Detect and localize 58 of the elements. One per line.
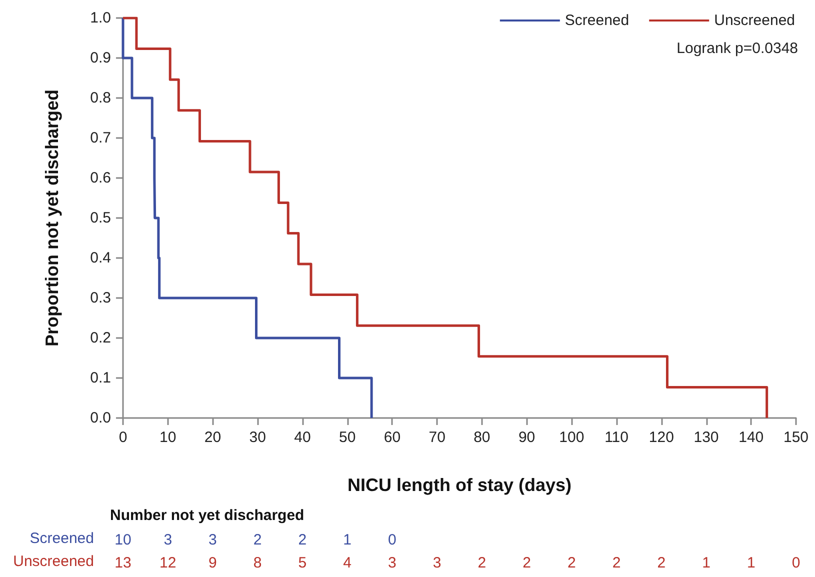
text: 2 xyxy=(567,554,576,572)
text: 3 xyxy=(208,532,217,548)
x-tick-label: 60 xyxy=(384,429,401,446)
text: 2 xyxy=(522,554,531,572)
y-tick-label: 0.5 xyxy=(90,210,111,226)
x-axis-title: NICU length of stay (days) xyxy=(347,475,572,495)
text: 0 xyxy=(792,554,800,572)
y-tick-label: 0.0 xyxy=(90,410,111,426)
x-tick-label: 50 xyxy=(338,429,356,446)
y-tick-label: 0.1 xyxy=(90,370,111,386)
text: 3 xyxy=(388,554,396,572)
x-tick-label: 130 xyxy=(694,429,719,446)
x-tick-label: 120 xyxy=(648,429,674,446)
y-tick-label: 1.0 xyxy=(90,10,111,26)
y-tick-label: 0.4 xyxy=(90,250,111,266)
text: 9 xyxy=(208,554,217,572)
text: 1 xyxy=(702,554,710,572)
x-tick-label: 140 xyxy=(738,429,764,446)
x-tick-label: 110 xyxy=(604,429,628,446)
text: 2 xyxy=(612,554,621,572)
text: 3 xyxy=(432,554,442,572)
y-tick-label: 0.2 xyxy=(90,330,111,346)
x-tick-label: 30 xyxy=(249,429,266,446)
y-tick-label: 0.6 xyxy=(90,170,111,186)
text: 10 xyxy=(114,532,132,548)
text: 4 xyxy=(343,554,352,572)
text: 0 xyxy=(388,532,396,548)
y-axis-title: Proportion not yet discharged xyxy=(42,89,62,347)
text: Logrank p=0.0348 xyxy=(676,40,798,57)
text: Number not yet discharged xyxy=(110,507,304,524)
x-tick-label: 20 xyxy=(204,429,222,446)
x-tick-label: 80 xyxy=(474,429,490,446)
y-tick-label: 0.7 xyxy=(90,130,111,146)
y-tick-label: 0.3 xyxy=(90,290,111,306)
y-tick-label: 0.9 xyxy=(90,50,111,66)
text: Screened xyxy=(30,530,94,547)
text: 1 xyxy=(746,554,756,572)
text: Unscreened xyxy=(13,553,94,570)
text: 12 xyxy=(160,554,176,572)
text: 2 xyxy=(253,532,262,548)
text: 2 xyxy=(478,554,486,572)
text: 2 xyxy=(657,554,666,572)
x-tick-label: 0 xyxy=(118,429,128,446)
y-tick-label: 0.8 xyxy=(90,90,111,106)
text: 1 xyxy=(343,532,352,548)
x-tick-label: 70 xyxy=(428,429,446,446)
x-tick-label: 90 xyxy=(518,429,536,446)
x-tick-label: 100 xyxy=(559,429,584,446)
x-tick-label: 10 xyxy=(160,429,176,446)
text: 8 xyxy=(253,554,262,572)
text: 3 xyxy=(164,532,172,548)
text: 2 xyxy=(298,532,307,548)
text: 13 xyxy=(114,554,132,572)
x-tick-label: 150 xyxy=(783,429,809,446)
text: 5 xyxy=(298,554,307,572)
legend-label: Unscreened xyxy=(714,12,796,29)
legend-label: Screened xyxy=(564,12,630,29)
x-tick-label: 40 xyxy=(294,429,311,446)
